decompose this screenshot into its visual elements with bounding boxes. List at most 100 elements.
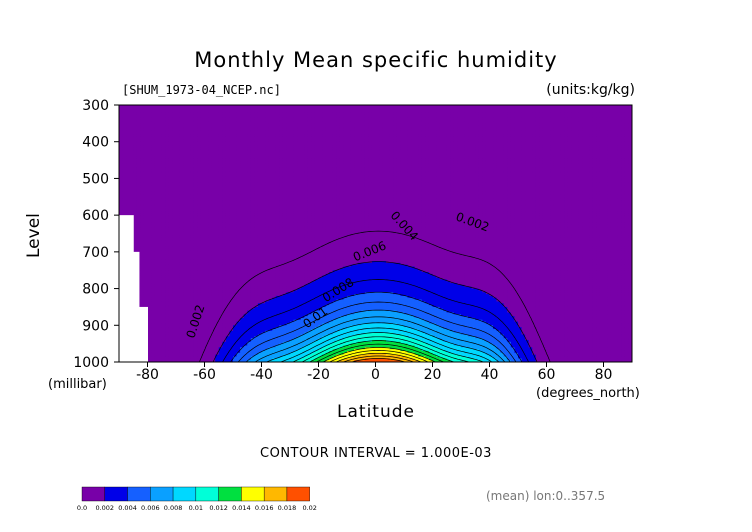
contour-cell — [147, 317, 152, 321]
contour-cell — [143, 261, 149, 264]
contour-cell — [122, 191, 127, 194]
contour-cell — [126, 130, 131, 134]
contour-cell — [151, 288, 156, 292]
contour-cell — [154, 218, 159, 222]
contour-cell — [136, 207, 141, 211]
contour-cell — [168, 292, 174, 295]
contour-cell — [154, 352, 159, 356]
contour-cell — [143, 305, 149, 308]
contour-cell — [172, 110, 177, 113]
contour-cell — [147, 185, 152, 189]
contour-cell — [133, 139, 138, 143]
contour-cell — [119, 114, 124, 117]
mean-longitude-note: (mean) lon:0..357.5 — [486, 490, 605, 502]
contour-cell — [165, 330, 170, 334]
contour-cell — [147, 176, 152, 180]
contour-cell — [165, 283, 170, 286]
contour-cell — [147, 183, 152, 187]
contour-cell — [165, 182, 170, 185]
contour-cell — [154, 358, 159, 361]
contour-cell — [154, 286, 159, 290]
contour-cell — [133, 198, 138, 202]
contour-cell — [161, 204, 166, 207]
contour-cell — [154, 279, 159, 282]
contour-cell — [143, 255, 149, 258]
contour-cell — [165, 112, 170, 115]
contour-cell — [161, 171, 166, 174]
contour-cell — [147, 143, 152, 146]
contour-cell — [172, 216, 177, 220]
contour-cell — [151, 119, 156, 123]
contour-cell — [161, 310, 166, 314]
contour-cell — [126, 183, 131, 187]
contour-cell — [168, 330, 174, 334]
contour-cell — [119, 176, 124, 180]
contour-cell — [151, 193, 156, 196]
contour-cell — [140, 125, 145, 128]
contour-cell — [151, 297, 156, 301]
contour-cell — [143, 165, 149, 169]
contour-cell — [154, 130, 159, 134]
contour-cell — [168, 240, 174, 244]
contour-cell — [147, 312, 152, 315]
contour-cell — [122, 154, 127, 157]
contour-cell — [119, 200, 124, 203]
contour-cell — [126, 169, 131, 172]
contour-cell — [154, 295, 159, 299]
contour-cell — [147, 334, 152, 337]
contour-cell — [129, 154, 134, 157]
contour-cell — [147, 297, 152, 301]
contour-cell — [154, 147, 159, 150]
contour-cell — [143, 205, 149, 209]
contour-cell — [136, 200, 141, 203]
contour-cell — [143, 176, 149, 180]
contour-cell — [126, 112, 131, 115]
contour-cell — [168, 110, 174, 113]
contour-cell — [133, 116, 138, 119]
contour-cell — [154, 341, 159, 345]
contour-cell — [136, 171, 141, 174]
contour-cell — [147, 266, 152, 269]
contour-cell — [161, 246, 166, 249]
contour-cell — [158, 112, 163, 115]
x-axis-label: Latitude — [0, 404, 752, 421]
contour-cell — [158, 299, 163, 303]
contour-cell — [154, 114, 159, 117]
contour-cell — [158, 242, 163, 246]
contour-cell — [122, 119, 127, 123]
contour-cell — [151, 308, 156, 312]
contour-cell — [129, 123, 134, 126]
contour-cell — [133, 134, 138, 137]
contour-cell — [165, 202, 170, 205]
contour-cell — [172, 143, 177, 146]
contour-cell — [151, 110, 156, 113]
contour-cell — [136, 134, 141, 137]
contour-cell — [151, 156, 156, 159]
contour-cell — [165, 272, 170, 275]
contour-cell — [122, 213, 127, 216]
contour-cell — [168, 283, 174, 286]
contour-cell — [154, 250, 159, 253]
contour-cell — [161, 121, 166, 124]
contour-cell — [165, 290, 170, 293]
contour-cell — [143, 299, 149, 303]
contour-cell — [154, 196, 159, 200]
contour-cell — [151, 270, 156, 273]
contour-cell — [161, 215, 166, 218]
contour-cell — [161, 110, 166, 113]
contour-cell — [158, 169, 163, 172]
contour-cell — [136, 235, 141, 238]
contour-cell — [172, 132, 177, 135]
contour-cell — [143, 226, 149, 229]
contour-cell — [151, 257, 156, 260]
contour-cell — [158, 321, 163, 325]
contour-cell — [172, 114, 177, 117]
contour-cell — [165, 301, 170, 304]
contour-cell — [161, 165, 166, 169]
contour-cell — [140, 183, 145, 187]
contour-cell — [168, 327, 174, 330]
contour-cell — [122, 121, 127, 124]
contour-cell — [122, 194, 127, 198]
contour-cell — [154, 312, 159, 315]
contour-cell — [158, 301, 163, 304]
